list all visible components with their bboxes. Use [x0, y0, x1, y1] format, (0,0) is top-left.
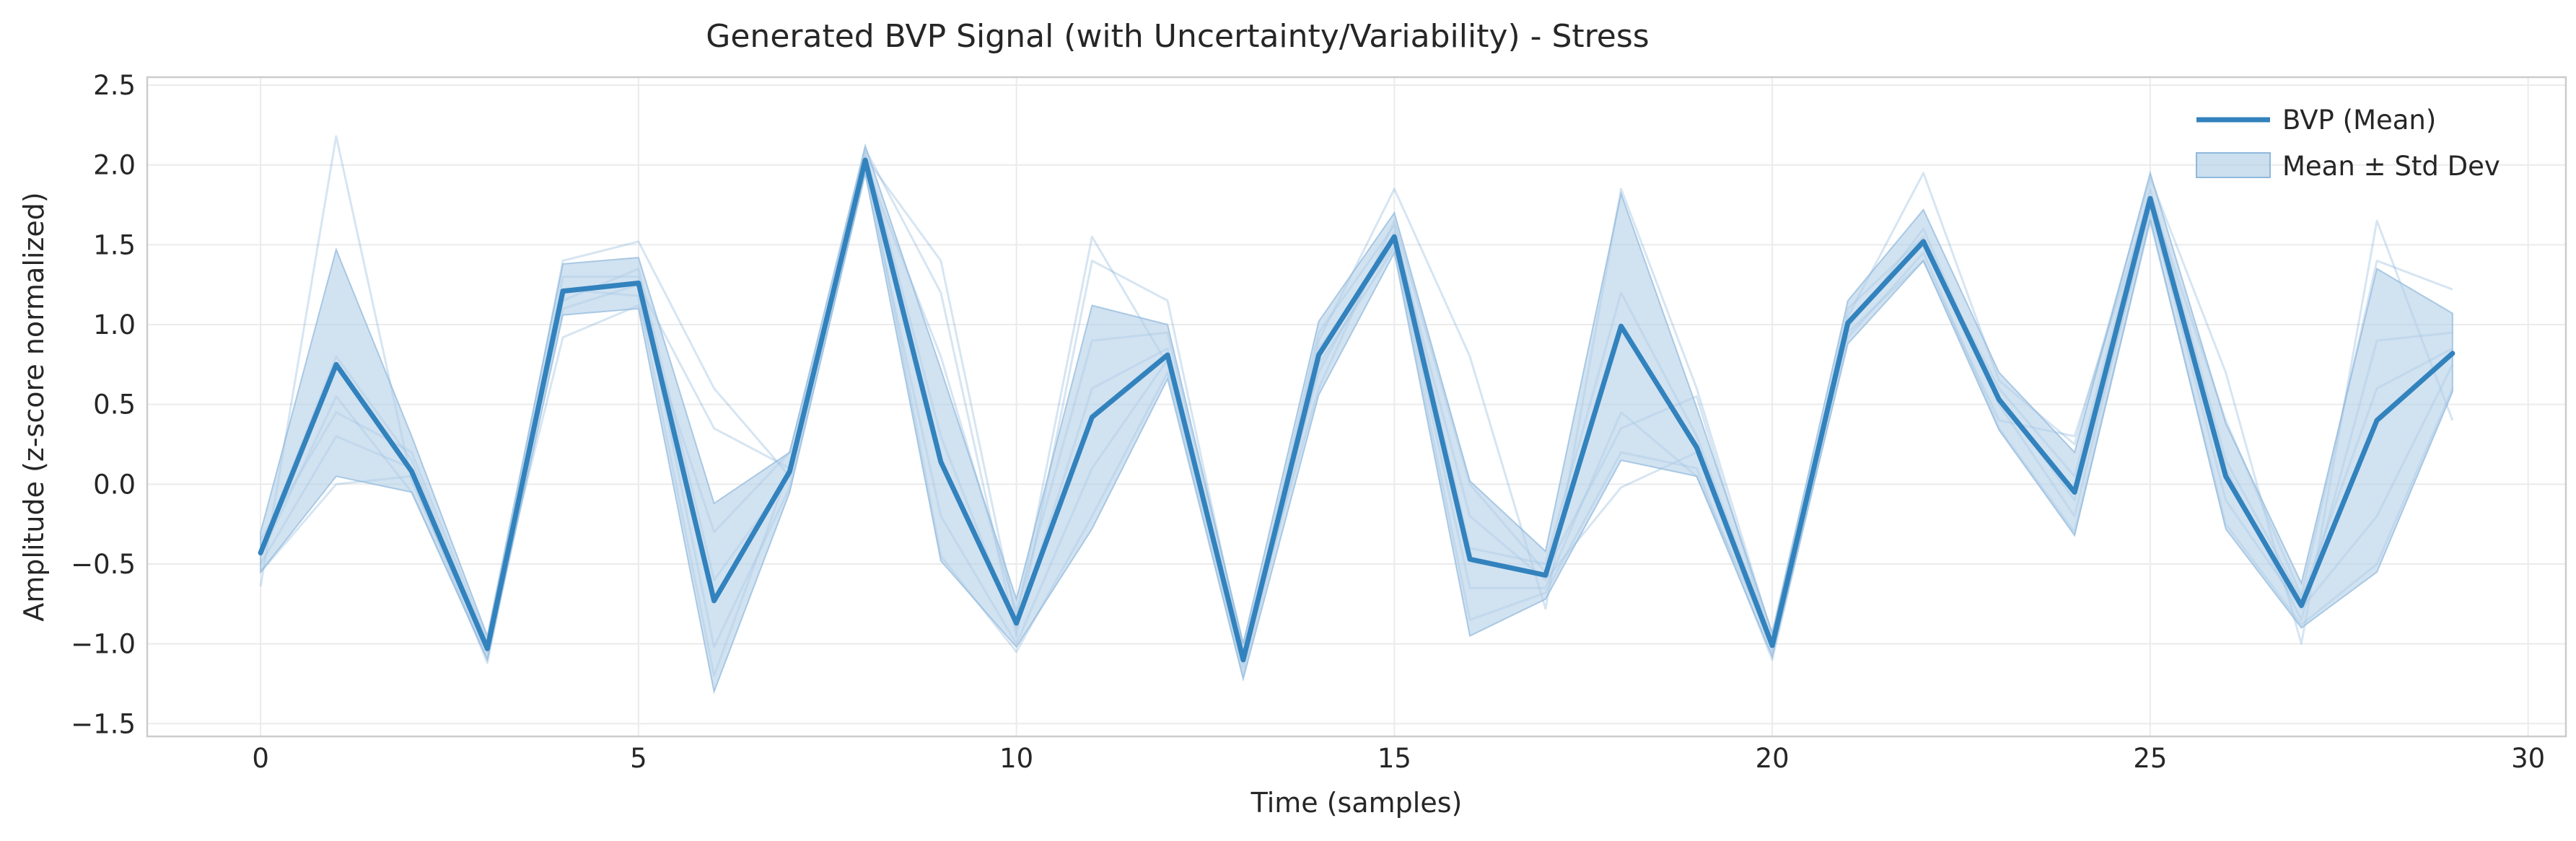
x-tick-label: 30 — [2511, 743, 2545, 774]
y-axis-label: Amplitude (z-score normalized) — [18, 192, 50, 621]
y-tick-label: 1.5 — [93, 229, 136, 260]
chart-title: Generated BVP Signal (with Uncertainty/V… — [706, 18, 1649, 55]
y-tick-label: 1.0 — [93, 309, 136, 340]
y-tick-label: 2.5 — [93, 70, 136, 101]
legend-band-label: Mean ± Std Dev — [2282, 151, 2500, 182]
y-tick-label: 0.0 — [93, 469, 136, 500]
y-tick-label: −1.0 — [71, 629, 136, 660]
legend: BVP (Mean) Mean ± Std Dev — [2196, 105, 2500, 182]
x-tick-label: 15 — [1377, 743, 1411, 774]
x-tick-label: 25 — [2133, 743, 2167, 774]
x-tick-label: 0 — [252, 743, 269, 774]
x-tick-label: 5 — [630, 743, 647, 774]
y-tick-label: −0.5 — [71, 549, 136, 580]
legend-band-swatch — [2196, 152, 2271, 178]
x-tick-label: 20 — [1756, 743, 1789, 774]
x-axis-ticks: 0 5 10 15 20 25 30 — [252, 743, 2545, 774]
grid-lines — [147, 77, 2566, 736]
mean-line — [258, 157, 2455, 663]
y-tick-label: 0.5 — [93, 389, 136, 420]
y-axis-ticks: −1.5 −1.0 −0.5 0.0 0.5 1.0 1.5 2.0 2.5 — [71, 70, 136, 739]
legend-mean-label: BVP (Mean) — [2282, 105, 2436, 136]
x-axis-label: Time (samples) — [1250, 787, 1463, 819]
x-tick-label: 10 — [999, 743, 1033, 774]
y-tick-label: 2.0 — [93, 150, 136, 181]
mean-line-group — [258, 157, 2455, 663]
plot-frame — [146, 76, 2567, 738]
sample-line-0 — [259, 135, 2454, 664]
y-tick-label: −1.5 — [71, 708, 136, 739]
